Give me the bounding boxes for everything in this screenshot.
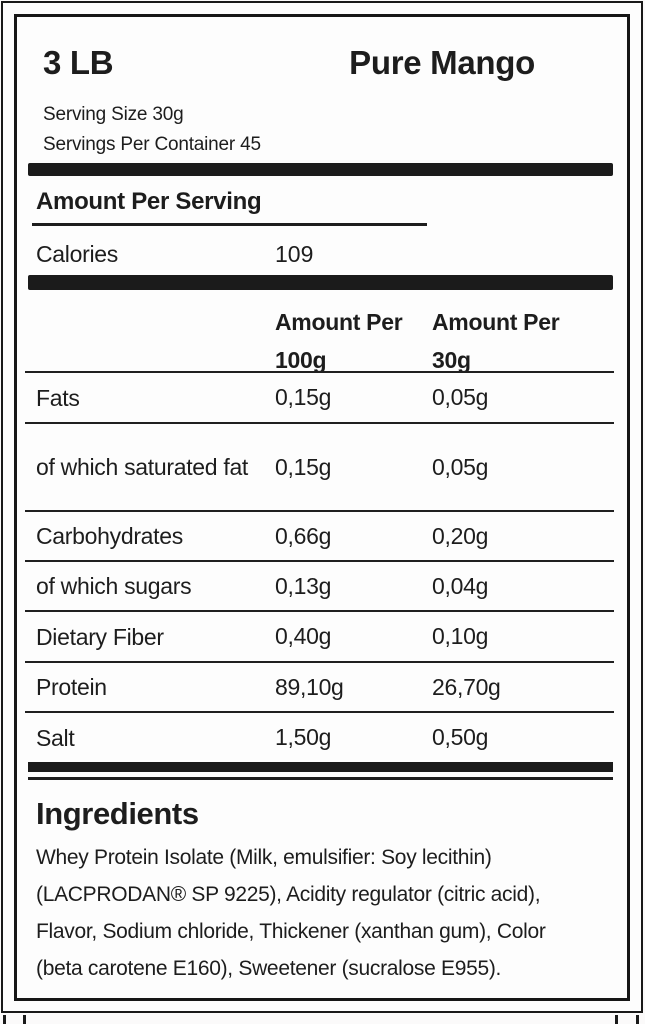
- nutrition-facts-label: 3 LB Pure Mango Serving Size 30g Serving…: [14, 14, 630, 1001]
- ingredients-line: (beta carotene E160), Sweetener (sucralo…: [36, 957, 502, 980]
- section-divider-bar: [28, 275, 613, 290]
- nutrient-name: Protein: [36, 674, 107, 700]
- ingredients-line: (LACPRODAN® SP 9225), Acidity regulator …: [36, 883, 541, 906]
- value-per-30g: 0,04g: [432, 572, 489, 599]
- nutrient-name: of which sugars: [36, 573, 192, 599]
- column-header-line: Amount Per: [275, 309, 403, 335]
- table-row-sugars: of which sugars 0,13g 0,04g: [25, 562, 614, 612]
- value-per-30g: 0,50g: [432, 724, 489, 750]
- table-row-dietary-fiber: Dietary Fiber 0,40g 0,10g: [25, 612, 614, 663]
- column-header-line: 30g: [432, 347, 471, 373]
- table-end-thin-rule: [28, 777, 613, 780]
- servings-per-container: Servings Per Container 45: [43, 134, 261, 155]
- ingredients-line: Flavor, Sodium chloride, Thickener (xant…: [36, 920, 546, 943]
- value-per-100g: 89,10g: [275, 673, 344, 700]
- next-label-edge-mark: [3, 1015, 6, 1024]
- serving-size: Serving Size 30g: [43, 104, 184, 125]
- value-per-100g: 0,15g: [275, 453, 332, 480]
- nutrient-name: Salt: [36, 724, 75, 751]
- value-per-30g: 26,70g: [432, 673, 501, 700]
- nutrient-name: of which saturated fat: [36, 454, 249, 480]
- ingredients-line: Whey Protein Isolate (Milk, emulsifier: …: [36, 846, 492, 869]
- amount-per-serving-underline: [32, 223, 427, 226]
- nutrient-name: Dietary Fiber: [36, 623, 164, 650]
- table-row-carbohydrates: Carbohydrates 0,66g 0,20g: [25, 512, 614, 562]
- value-per-100g: 0,15g: [275, 384, 332, 410]
- table-row-protein: Protein 89,10g 26,70g: [25, 663, 614, 713]
- table-row-saturated-fat: of which saturated fat 0,15g 0,05g: [25, 424, 614, 512]
- table-end-thick-rule: [28, 762, 613, 772]
- value-per-30g: 0,05g: [432, 453, 489, 480]
- value-per-30g: 0,10g: [432, 623, 489, 649]
- label-header: 3 LB Pure Mango: [43, 43, 535, 83]
- column-header-line: Amount Per: [432, 309, 560, 335]
- section-divider-bar: [28, 163, 613, 176]
- next-label-edge-mark: [636, 1015, 639, 1024]
- table-row-salt: Salt 1,50g 0,50g: [25, 713, 614, 762]
- ingredients-title: Ingredients: [36, 796, 199, 831]
- value-per-100g: 1,50g: [275, 724, 332, 750]
- column-header-per-100g: Amount Per 100g: [275, 303, 403, 379]
- next-label-edge-mark: [23, 1015, 26, 1024]
- value-per-100g: 0,66g: [275, 522, 332, 549]
- next-label-edge-mark: [615, 1015, 618, 1024]
- nutrient-name: Fats: [36, 384, 80, 411]
- value-per-30g: 0,05g: [432, 384, 489, 410]
- nutrient-name: Carbohydrates: [36, 523, 183, 549]
- flavor-name: Pure Mango: [349, 44, 535, 81]
- package-size: 3 LB: [43, 44, 114, 81]
- nutrition-table: Fats 0,15g 0,05g of which saturated fat …: [25, 371, 614, 762]
- table-row-fats: Fats 0,15g 0,05g: [25, 373, 614, 424]
- ingredients-text: Whey Protein Isolate (Milk, emulsifier: …: [36, 839, 546, 987]
- amount-per-serving-title: Amount Per Serving: [36, 188, 262, 215]
- value-per-100g: 0,40g: [275, 623, 332, 649]
- column-header-per-30g: Amount Per 30g: [432, 303, 560, 379]
- column-header-line: 100g: [275, 347, 327, 373]
- value-per-30g: 0,20g: [432, 522, 489, 549]
- calories-value: 109: [275, 241, 314, 267]
- value-per-100g: 0,13g: [275, 572, 332, 599]
- calories-label: Calories: [36, 241, 118, 267]
